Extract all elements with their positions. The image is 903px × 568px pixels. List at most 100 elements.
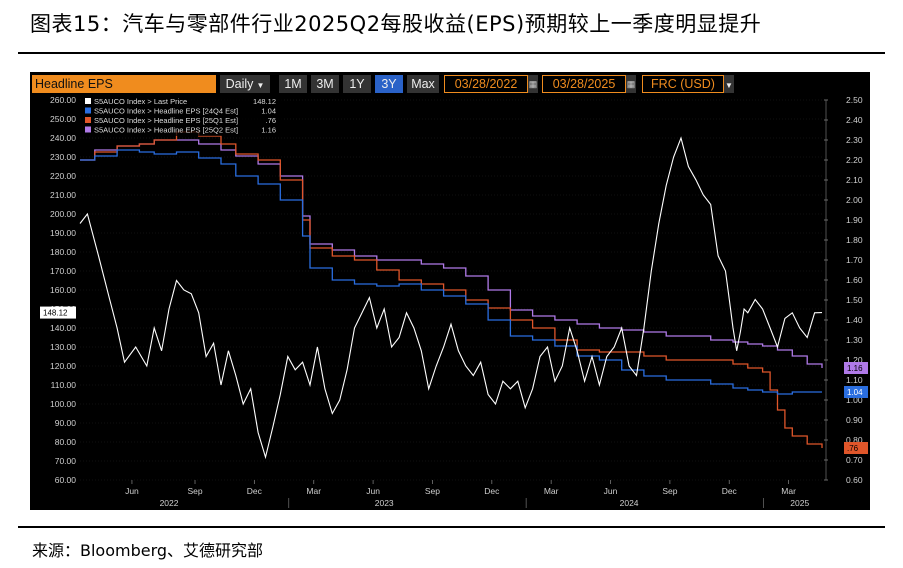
right-tick-label: 2.10 bbox=[846, 175, 863, 185]
left-tick-label: 260.00 bbox=[50, 95, 76, 105]
left-tick-label: 160.00 bbox=[50, 285, 76, 295]
legend-label: S5AUCO Index > Headline EPS [25Q1 Est] bbox=[94, 116, 238, 125]
x-tick-label: Sep bbox=[662, 486, 677, 496]
right-tick-label: 1.00 bbox=[846, 395, 863, 405]
legend-box bbox=[82, 96, 282, 136]
left-tick-label: 110.00 bbox=[51, 380, 77, 390]
chart-title: 图表15：汽车与零部件行业2025Q2每股收益(EPS)预期较上一季度明显提升 bbox=[30, 12, 762, 36]
left-tick-label: 190.00 bbox=[50, 228, 76, 238]
calendar-icon[interactable]: ▦ bbox=[626, 75, 636, 93]
left-tick-label: 90.00 bbox=[55, 418, 77, 428]
x-year-label: 2022 bbox=[160, 498, 179, 508]
left-tick-label: 60.00 bbox=[55, 475, 77, 485]
legend-value: .76 bbox=[266, 116, 276, 125]
price-end-label-box bbox=[40, 306, 76, 319]
range-button-1y[interactable]: 1Y bbox=[343, 75, 371, 93]
legend-value: 1.04 bbox=[261, 107, 276, 116]
left-tick-label: 80.00 bbox=[55, 437, 77, 447]
top-rule bbox=[18, 52, 885, 54]
series-group bbox=[79, 131, 823, 460]
end-label-eps_24q4: 1.04 bbox=[847, 388, 863, 397]
right-tick-label: 2.40 bbox=[846, 115, 863, 125]
range-button-3m[interactable]: 3M bbox=[311, 75, 339, 93]
left-tick-label: 240.00 bbox=[50, 133, 76, 143]
legend-label: S5AUCO Index > Headline EPS [25Q2 Est] bbox=[94, 126, 238, 135]
left-tick-label: 230.00 bbox=[50, 152, 76, 162]
legend-swatch bbox=[85, 107, 91, 114]
right-tick-label: 1.60 bbox=[846, 275, 863, 285]
left-tick-label: 120.00 bbox=[50, 361, 76, 371]
end-date-input[interactable]: 03/28/2025 bbox=[542, 75, 626, 93]
range-button-3y[interactable]: 3Y bbox=[375, 75, 403, 93]
end-label-box bbox=[844, 386, 868, 398]
left-tick-label: 250.00 bbox=[50, 114, 76, 124]
currency-selector[interactable]: FRC (USD) bbox=[642, 75, 724, 93]
end-label-box bbox=[844, 362, 868, 374]
right-tick-label: 2.00 bbox=[846, 195, 863, 205]
right-tick-label: 1.10 bbox=[846, 375, 863, 385]
right-tick-label: 1.90 bbox=[846, 215, 863, 225]
series-line-last-price bbox=[79, 136, 823, 460]
end-label-box bbox=[844, 442, 868, 454]
right-tick-label: 2.20 bbox=[846, 155, 863, 165]
x-tick-label: Mar bbox=[781, 486, 796, 496]
end-label-eps_25q2: 1.16 bbox=[847, 364, 863, 373]
source-note: 来源：Bloomberg、艾德研究部 bbox=[32, 541, 264, 560]
left-tick-label: 170.00 bbox=[50, 266, 76, 276]
toolbar: Headline EPS Daily ▼ 1M 3M 1Y 3Y Max 03/2… bbox=[30, 75, 870, 93]
legend-swatch bbox=[85, 117, 91, 123]
left-tick-label: 200.00 bbox=[50, 209, 76, 219]
right-tick-label: 2.30 bbox=[846, 135, 863, 145]
start-date-input[interactable]: 03/28/2022 bbox=[444, 75, 528, 93]
left-tick-label: 220.00 bbox=[50, 171, 76, 181]
right-tick-label: 2.50 bbox=[846, 95, 863, 105]
chevron-down-icon[interactable]: ▼ bbox=[724, 75, 734, 93]
legend: S5AUCO Index > Last Price 148.12 S5AUCO In… bbox=[82, 96, 282, 136]
left-tick-label: 70.00 bbox=[55, 456, 77, 466]
end-label-price: 148.12 bbox=[43, 309, 68, 318]
left-tick-label: 100.00 bbox=[50, 399, 76, 409]
range-button-1m[interactable]: 1M bbox=[279, 75, 307, 93]
calendar-icon[interactable]: ▦ bbox=[528, 75, 538, 93]
x-axis: Jun Sep Dec Mar Jun Sep Dec Mar Jun Sep Dec Mar 2022… bbox=[125, 480, 809, 508]
frequency-dropdown[interactable]: Daily ▼ bbox=[220, 75, 270, 93]
x-tick-label: Dec bbox=[247, 486, 263, 496]
legend-label: S5AUCO Index > Last Price bbox=[94, 97, 187, 106]
right-tick-label: 0.60 bbox=[846, 475, 863, 485]
legend-swatch bbox=[85, 98, 91, 104]
left-tick-label: 140.00 bbox=[50, 323, 76, 333]
range-button-max[interactable]: Max bbox=[407, 75, 439, 93]
right-tick-label: 1.20 bbox=[846, 355, 863, 365]
right-tick-label: 1.30 bbox=[846, 335, 863, 345]
x-year-label: 2025 bbox=[790, 498, 809, 508]
legend-value: 1.16 bbox=[261, 126, 276, 135]
x-tick-label: Jun bbox=[604, 486, 618, 496]
field-selector[interactable]: Headline EPS bbox=[32, 75, 216, 93]
x-tick-label: Jun bbox=[366, 486, 380, 496]
legend-swatch bbox=[85, 126, 91, 133]
right-tick-label: 1.40 bbox=[846, 315, 863, 325]
x-year-label: 2023 bbox=[375, 498, 394, 508]
x-year-label: 2024 bbox=[620, 498, 639, 508]
legend-label: S5AUCO Index > Headline EPS [24Q4 Est] bbox=[94, 107, 238, 116]
end-labels: 1.16 1.04 .76 148.12 bbox=[40, 306, 868, 454]
bottom-rule bbox=[18, 526, 885, 528]
right-axis: 2.50 2.40 2.30 2.20 2.10 2.00 1.90 1.80 1.70 1.60… bbox=[824, 95, 863, 485]
x-tick-label: Mar bbox=[544, 486, 559, 496]
left-tick-label: 180.00 bbox=[50, 247, 76, 257]
right-tick-label: 1.80 bbox=[846, 235, 863, 245]
x-tick-label: Sep bbox=[187, 486, 202, 496]
x-tick-label: Sep bbox=[425, 486, 440, 496]
right-tick-label: 1.70 bbox=[846, 255, 863, 265]
x-tick-label: Mar bbox=[306, 486, 321, 496]
right-tick-label: 1.50 bbox=[846, 295, 863, 305]
x-tick-label: Jun bbox=[125, 486, 139, 496]
left-tick-label: 210.00 bbox=[50, 190, 76, 200]
right-tick-label: 0.80 bbox=[846, 435, 863, 445]
left-axis: 260.00 250.00 240.00 230.00 220.00 210.00 200.… bbox=[50, 95, 76, 485]
end-label-eps_25q1: .76 bbox=[847, 444, 859, 453]
chevron-down-icon: ▼ bbox=[256, 81, 265, 90]
left-tick-label: 130.00 bbox=[50, 342, 76, 352]
right-tick-label: 0.70 bbox=[846, 455, 863, 465]
